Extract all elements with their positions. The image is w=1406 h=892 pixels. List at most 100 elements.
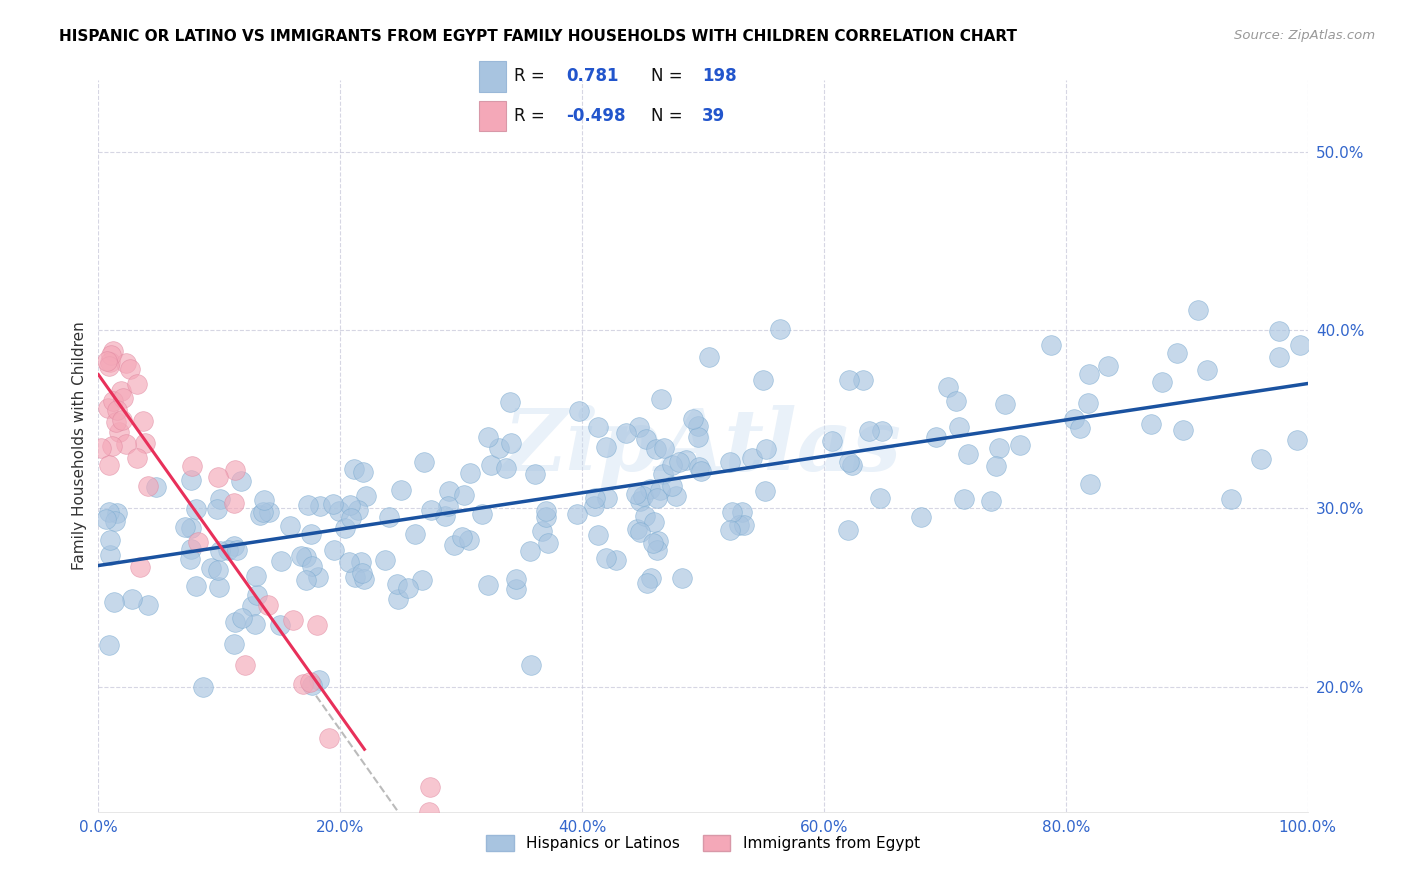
Point — [115, 437, 138, 451]
Point — [505, 582, 527, 596]
Point — [638, 483, 661, 497]
Point — [652, 441, 675, 455]
Point — [208, 491, 231, 506]
Point — [751, 373, 773, 387]
Point — [103, 595, 125, 609]
Point — [352, 566, 374, 580]
Point — [718, 455, 741, 469]
Point — [419, 780, 441, 794]
Point — [200, 560, 222, 574]
Point — [240, 599, 263, 614]
Point — [661, 458, 683, 472]
Point — [567, 507, 589, 521]
Text: -0.498: -0.498 — [567, 107, 626, 125]
Point — [721, 505, 744, 519]
Point — [420, 503, 443, 517]
Point — [339, 511, 361, 525]
Point — [628, 524, 651, 539]
Point — [125, 450, 148, 465]
Point — [595, 550, 617, 565]
Point — [308, 673, 330, 688]
Point — [249, 508, 271, 522]
Point — [299, 527, 322, 541]
Point — [335, 521, 357, 535]
Point — [257, 505, 280, 519]
Point — [477, 429, 499, 443]
Point — [295, 549, 318, 564]
Point — [841, 458, 863, 473]
FancyBboxPatch shape — [479, 101, 506, 131]
Point — [858, 425, 880, 439]
Point — [537, 535, 560, 549]
Point — [347, 502, 370, 516]
Point — [385, 576, 408, 591]
Point — [1069, 420, 1091, 434]
Point — [686, 429, 709, 443]
Point — [1077, 396, 1099, 410]
Point — [98, 458, 121, 473]
Legend: Hispanics or Latinos, Immigrants from Egypt: Hispanics or Latinos, Immigrants from Eg… — [478, 827, 928, 859]
Point — [301, 559, 323, 574]
Point — [252, 505, 274, 519]
Point — [100, 347, 122, 361]
Point — [837, 523, 859, 537]
Point — [280, 519, 302, 533]
Point — [568, 403, 591, 417]
Point — [207, 501, 229, 516]
Point — [994, 396, 1017, 410]
Point — [869, 491, 891, 506]
Point — [870, 424, 893, 438]
Point — [98, 549, 121, 563]
Point — [688, 419, 710, 434]
Point — [1267, 351, 1289, 365]
Point — [110, 413, 132, 427]
Point — [134, 435, 156, 450]
Point — [1150, 375, 1173, 389]
Point — [342, 462, 364, 476]
Point — [1077, 367, 1099, 381]
Text: ZipAtlas: ZipAtlas — [503, 404, 903, 488]
Point — [245, 588, 267, 602]
Point — [270, 554, 292, 568]
Point — [352, 466, 374, 480]
Point — [1268, 324, 1291, 338]
Point — [910, 510, 932, 524]
Point — [229, 475, 252, 489]
Point — [1219, 491, 1241, 506]
Point — [98, 355, 121, 369]
Point — [1097, 359, 1119, 373]
Point — [128, 559, 150, 574]
Point — [596, 491, 619, 506]
Point — [98, 359, 121, 374]
Point — [298, 675, 321, 690]
Point — [307, 570, 329, 584]
Point — [413, 455, 436, 469]
Point — [754, 484, 776, 499]
Point — [675, 453, 697, 467]
Point — [688, 459, 710, 474]
Point — [98, 638, 121, 652]
Point — [105, 506, 128, 520]
Point — [479, 458, 502, 472]
Point — [291, 677, 314, 691]
Point — [138, 479, 160, 493]
Point — [733, 518, 755, 533]
Text: 39: 39 — [702, 107, 725, 125]
Y-axis label: Family Households with Children: Family Households with Children — [72, 322, 87, 570]
Point — [451, 530, 474, 544]
Point — [697, 350, 720, 364]
Point — [644, 442, 666, 456]
Point — [1286, 433, 1309, 447]
Point — [586, 528, 609, 542]
Point — [112, 391, 135, 405]
Text: R =: R = — [513, 68, 544, 86]
Point — [945, 394, 967, 409]
Point — [297, 498, 319, 512]
Point — [104, 514, 127, 528]
Point — [821, 434, 844, 449]
Point — [114, 356, 136, 370]
Point — [207, 563, 229, 577]
Point — [595, 440, 617, 454]
Point — [222, 637, 245, 651]
Point — [665, 489, 688, 503]
